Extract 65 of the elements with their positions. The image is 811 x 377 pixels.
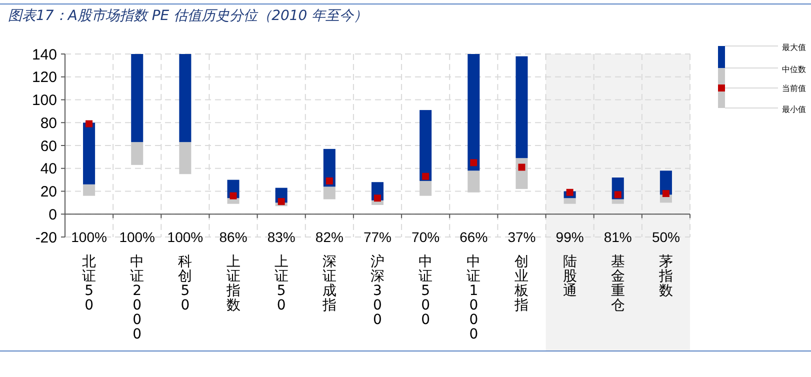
bar <box>179 54 192 142</box>
x-tick-label: 陆股通 <box>562 254 577 299</box>
text: 当前值 <box>782 84 806 93</box>
point <box>566 188 574 196</box>
x-tick-label: 科创50 <box>178 254 192 314</box>
point <box>470 159 478 166</box>
y-tick-label: 80 <box>40 114 57 132</box>
x-tick-label: 创业板指 <box>514 254 529 314</box>
x-tick-label: 北证50 <box>82 254 96 314</box>
text: 中位数 <box>782 65 806 74</box>
point <box>86 120 93 128</box>
bar <box>420 180 432 196</box>
x-tick-label: 上证指数 <box>225 254 240 314</box>
bar <box>83 184 96 196</box>
y-tick-label: 120 <box>32 69 57 86</box>
bar <box>323 186 336 200</box>
point <box>662 190 670 198</box>
annotation: 99% <box>556 228 584 245</box>
chart-title: 图表17：A股市场指数 PE 估值历史分位（2010 年至今） <box>8 8 368 24</box>
x-tick-label: 上证50 <box>274 254 288 314</box>
annotation: 50% <box>652 228 680 245</box>
x-tick-label: 沪深300 <box>370 254 384 328</box>
annotation: 100% <box>71 228 107 245</box>
x-tick-label: 深证成指 <box>321 254 336 314</box>
annotation: 100% <box>167 228 204 245</box>
bar <box>131 142 144 165</box>
bar <box>564 198 576 204</box>
annotation: 37% <box>508 228 536 245</box>
point <box>518 164 526 171</box>
point <box>422 172 430 180</box>
x-tick-label: 中证2000 <box>130 254 144 342</box>
annotation: 70% <box>412 228 440 245</box>
x-tick-label: 中证1000 <box>466 254 481 342</box>
bar <box>131 54 144 142</box>
annotation: 100% <box>119 228 156 245</box>
y-tick-label: 20 <box>40 184 57 200</box>
point <box>326 177 333 184</box>
annotation: 66% <box>460 228 488 245</box>
x-tick-label: 茅指数 <box>658 254 673 299</box>
text: 最小值 <box>782 105 806 114</box>
x-tick-label: 基金重仓 <box>610 254 625 314</box>
bar <box>83 122 96 184</box>
bar <box>468 54 480 171</box>
point <box>230 192 237 200</box>
bar <box>612 199 624 204</box>
point <box>614 191 622 198</box>
text: 最大值 <box>782 43 806 52</box>
bar <box>179 142 192 174</box>
bar <box>468 170 480 192</box>
x-tick-label: 中证500 <box>418 254 433 328</box>
y-tick-label: -20 <box>35 229 57 246</box>
annotation: 81% <box>604 228 632 245</box>
annotation: 86% <box>219 228 248 245</box>
bar <box>516 56 528 158</box>
y-tick-label: 0 <box>48 206 57 224</box>
annotation: 83% <box>267 228 296 245</box>
annotation: 82% <box>315 228 344 245</box>
y-tick-label: 40 <box>40 160 57 178</box>
point <box>278 198 285 206</box>
y-tick-label: 60 <box>40 138 57 155</box>
bar <box>420 110 432 181</box>
y-tick-label: 100 <box>32 92 57 109</box>
y-tick-label: 140 <box>32 46 57 64</box>
point <box>374 194 381 202</box>
annotation: 77% <box>363 228 392 245</box>
